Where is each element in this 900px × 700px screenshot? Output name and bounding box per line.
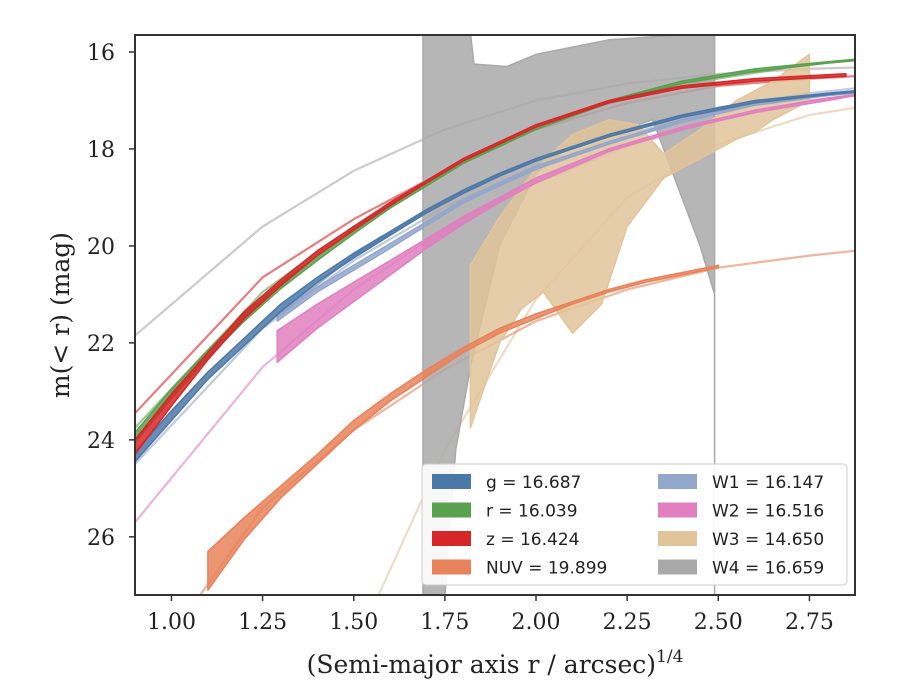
legend-label-w1: W1 = 16.147 [712,473,824,493]
band-w1 [276,90,855,322]
legend: g = 16.687 r = 16.039 z = 16.424 NUV = 19.8… [421,463,848,586]
x-axis-title: (Semi-major axis r / arcsec)1/4 [307,647,684,679]
x-tick-label: 1.00 [147,610,196,635]
legend-label-w2: W2 = 16.516 [712,502,824,522]
x-tick-label: 2.50 [694,610,743,635]
legend-swatch-w1 [658,474,697,489]
band-z [135,73,847,456]
legend-label-w3: W3 = 14.650 [712,530,824,550]
band-nuv [207,264,720,591]
y-tick-label: 22 [87,332,115,357]
y-tick-label: 24 [87,429,115,454]
plot-frame [134,34,856,596]
legend-swatch-g [432,474,471,489]
legend-label-z: z = 16.424 [486,530,579,550]
axis-ticks: 1.00 1.25 1.50 1.75 2.00 2.25 2.50 2.75 16 18 20 22… [87,41,834,635]
legend-label-g: g = 16.687 [486,473,581,493]
legend-swatch-z [432,531,471,546]
plot-area [135,35,855,595]
x-tick-label: 1.25 [238,610,287,635]
legend-label-nuv: NUV = 19.899 [486,559,607,579]
legend-label-w4: W4 = 16.659 [712,559,824,579]
legend-swatch-nuv [432,559,471,575]
legend-box [421,463,848,586]
band-g [135,90,855,463]
y-tick-label: 26 [87,526,115,551]
legend-swatch-w3 [658,531,697,546]
x-tick-label: 2.75 [785,610,834,635]
y-axis-title: m(< r) (mag) [46,232,75,398]
band-w2 [276,93,855,364]
y-tick-label: 18 [87,138,115,163]
x-axis-title-exponent: 1/4 [656,647,683,667]
y-tick-label: 20 [87,235,115,260]
legend-swatch-w2 [658,502,697,518]
x-tick-label: 2.00 [512,610,561,635]
x-tick-label: 1.50 [329,610,378,635]
x-tick-label: 2.25 [603,610,652,635]
legend-swatch-r [432,502,471,518]
legend-label-r: r = 16.039 [486,502,578,522]
legend-swatch-w4 [658,559,697,575]
x-tick-label: 1.75 [420,610,469,635]
y-tick-label: 16 [87,41,115,66]
